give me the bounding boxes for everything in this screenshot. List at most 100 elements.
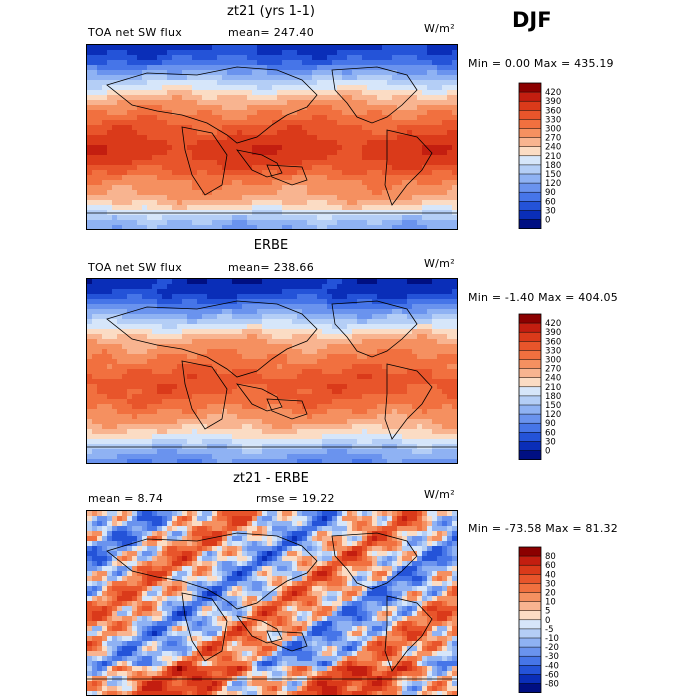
panel1-colorbar-label: 120: [545, 179, 561, 189]
panel1-colorbar-label: 180: [545, 161, 561, 171]
panel2-colorbar-swatch: [519, 405, 541, 415]
panel2-colorbar: 420 390 360 330 300 270 240 210 180 150 120 90 60 30 0: [518, 313, 588, 467]
panel2-colorbar-swatch: [519, 423, 541, 433]
panel3-colorbar-swatch: [519, 665, 541, 675]
panel3-rmse: rmse = 19.22: [256, 492, 335, 505]
panel2-colorbar-swatch: [519, 441, 541, 451]
panel1-colorbar-label: 0: [545, 216, 550, 226]
panel3-mean: mean = 8.74: [88, 492, 164, 505]
field-cells: [87, 45, 457, 229]
panel2-colorbar-swatch: [519, 432, 541, 442]
panel2-colorbar-label: 390: [545, 328, 561, 338]
panel1-colorbar-label: 300: [545, 125, 561, 135]
panel2-colorbar-label: 270: [545, 365, 561, 375]
panel3-colorbar-label: 30: [545, 579, 556, 589]
panel1-variable: TOA net SW flux: [88, 26, 183, 39]
panel2-colorbar-swatch: [519, 350, 541, 360]
panel3-colorbar-swatch: [519, 565, 541, 575]
panel1-colorbar-label: 60: [545, 197, 556, 207]
panel3-colorbar-label: 60: [545, 561, 556, 571]
panel3-colorbar-swatch: [519, 674, 541, 684]
panel3-colorbar-swatch: [519, 656, 541, 666]
panel3-colorbar-swatch: [519, 592, 541, 602]
panel2-colorbar-swatch: [519, 368, 541, 378]
panel2-colorbar-swatch: [519, 450, 541, 460]
panel1-colorbar-swatch: [519, 210, 541, 220]
panel3-minmax: Min = -73.58 Max = 81.32: [468, 522, 618, 535]
panel3-map-svg: [87, 511, 457, 695]
panel1-colorbar-swatch: [519, 110, 541, 120]
panel1-colorbar-label: 210: [545, 152, 561, 162]
panel2-colorbar-swatch: [519, 359, 541, 369]
panel3-colorbar-label: -80: [545, 680, 559, 690]
panel2-colorbar-label: 90: [545, 419, 556, 429]
panel3-colorbar-label: -10: [545, 634, 559, 644]
panel1-colorbar-swatch: [519, 83, 541, 93]
panel3-colorbar-swatch: [519, 547, 541, 557]
panel2-colorbar-label: 360: [545, 337, 561, 347]
panel2-colorbar-label: 60: [545, 428, 556, 438]
field-cells: [87, 511, 457, 695]
panel3-colorbar-swatch: [519, 574, 541, 584]
panel3-title: zt21 - ERBE: [233, 471, 309, 486]
panel3-units: W/m²: [424, 488, 455, 501]
panel1-colorbar-swatch: [519, 201, 541, 211]
panel2-units: W/m²: [424, 257, 455, 270]
panel1-colorbar-label: 270: [545, 134, 561, 144]
panel2-colorbar-label: 150: [545, 401, 561, 411]
panel2-colorbar-swatch: [519, 323, 541, 333]
panel1-colorbar-label: 360: [545, 106, 561, 116]
panel2-map-svg: [87, 279, 457, 463]
panel1-colorbar: 420 390 360 330 300 270 240 210 180 150 120 90 60 30 0: [518, 82, 588, 236]
panel1-colorbar-swatch: [519, 128, 541, 138]
panel3-colorbar-swatch: [519, 647, 541, 657]
panel2-colorbar-label: 420: [545, 319, 561, 329]
panel3-colorbar-label: -30: [545, 652, 559, 662]
panel2-colorbar-swatch: [519, 414, 541, 424]
panel1-colorbar-swatch: [519, 174, 541, 184]
panel1-colorbar-swatch: [519, 101, 541, 111]
panel3-colorbar-label: -5: [545, 625, 553, 635]
panel1-colorbar-swatch: [519, 137, 541, 147]
panel3-colorbar-label: 80: [545, 552, 556, 562]
panel1-colorbar-label: 150: [545, 170, 561, 180]
panel2-colorbar-label: 210: [545, 383, 561, 393]
panel3-colorbar-swatch: [519, 628, 541, 638]
panel2-colorbar-label: 330: [545, 346, 561, 356]
panel1-colorbar-swatch: [519, 219, 541, 229]
panel1-units: W/m²: [424, 22, 455, 35]
panel1-colorbar-swatch: [519, 92, 541, 102]
panel1-colorbar-label: 90: [545, 188, 556, 198]
panel3-colorbar-label: -40: [545, 661, 559, 671]
panel1-minmax: Min = 0.00 Max = 435.19: [468, 57, 614, 70]
panel1-colorbar-label: 420: [545, 88, 561, 98]
panel2-variable: TOA net SW flux: [88, 261, 183, 274]
panel2-mean: mean= 238.66: [228, 261, 314, 274]
panel3-colorbar-label: 40: [545, 570, 556, 580]
panel1-colorbar-swatch: [519, 183, 541, 193]
panel3-colorbar-swatch: [519, 556, 541, 566]
panel3-map: [86, 510, 458, 696]
coastlines: [87, 300, 457, 448]
panel3-colorbar-label: 20: [545, 589, 556, 599]
panel2-colorbar-swatch: [519, 341, 541, 351]
panel2-colorbar-swatch: [519, 377, 541, 387]
panel1-colorbar-swatch: [519, 164, 541, 174]
panel1-colorbar-swatch: [519, 192, 541, 202]
panel3-colorbar-label: -20: [545, 643, 559, 653]
panel1-title: zt21 (yrs 1-1): [227, 4, 315, 19]
panel2-colorbar-swatch: [519, 314, 541, 324]
panel2-colorbar-swatch: [519, 386, 541, 396]
coastlines: [87, 66, 457, 214]
panel2-title: ERBE: [253, 238, 289, 253]
panel1-colorbar-label: 390: [545, 97, 561, 107]
panel3-colorbar: 80 60 40 30 20 10 5 0 -5 -10 -20 -30 -40 -60 -80: [518, 546, 588, 700]
coastlines: [87, 532, 457, 680]
panel1-colorbar-swatch: [519, 155, 541, 165]
panel1-map: [86, 44, 458, 230]
panel3-colorbar-swatch: [519, 638, 541, 648]
panel1-colorbar-swatch: [519, 146, 541, 156]
panel3-colorbar-label: 0: [545, 616, 550, 626]
panel3-colorbar-swatch: [519, 619, 541, 629]
panel1-colorbar-label: 30: [545, 206, 556, 216]
